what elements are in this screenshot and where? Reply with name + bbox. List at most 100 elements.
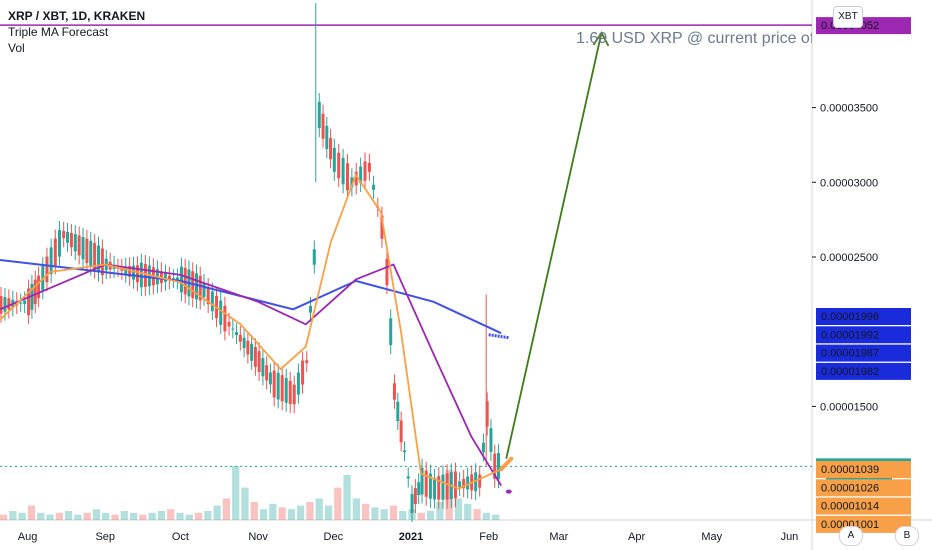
candle-body (19, 302, 23, 304)
candle-body (27, 288, 31, 316)
volume-bar (194, 512, 203, 520)
volume-bar (352, 498, 361, 520)
candle-body (399, 420, 403, 443)
ma-slow-price-tag: 0.00001982 (821, 366, 879, 378)
candle-body (167, 275, 171, 281)
candle-body (139, 262, 143, 288)
candle-body (57, 229, 61, 257)
candle-body (458, 481, 462, 487)
candle-body (413, 488, 417, 505)
ma-fast-forecast (499, 456, 514, 472)
candle-body (89, 240, 93, 267)
candle-body (85, 238, 89, 264)
candle-body (235, 332, 239, 336)
candle-body (30, 283, 34, 310)
candle-body (389, 318, 393, 346)
auto-scale-button[interactable]: A (839, 526, 863, 546)
volume-bar (27, 505, 36, 520)
candle-body (163, 273, 167, 282)
ma-fast-price-tag: 0.00001026 (821, 482, 879, 494)
candle-body (392, 383, 396, 400)
log-scale-button[interactable]: B (895, 526, 919, 546)
candle-body (179, 266, 183, 293)
candle-body (37, 275, 41, 299)
volume-bar (297, 505, 305, 520)
candle-body (417, 482, 421, 496)
candle-body (284, 377, 288, 403)
ma-fast-price-tag-bg (816, 497, 911, 515)
candle-body (380, 215, 384, 239)
candle-body (242, 337, 246, 349)
candle-body (81, 236, 85, 260)
candle-body (49, 247, 53, 275)
candle-body (132, 265, 136, 280)
volume-bar (241, 487, 249, 520)
candle-body (420, 467, 424, 495)
candle-body (69, 232, 73, 248)
volume-bar (129, 512, 138, 520)
ma-slow-price-tag-bg (816, 308, 911, 325)
candle-body (265, 365, 269, 381)
currency-badge[interactable]: XBT (833, 6, 863, 28)
candle-body (210, 291, 214, 312)
volume-bar (315, 498, 323, 520)
candle-body (7, 298, 11, 310)
candle-body (424, 470, 428, 497)
candle-body (489, 428, 493, 452)
x-tick-label: 2021 (399, 531, 423, 543)
candle-body (66, 231, 70, 243)
ma-slow-price-tag-bg (816, 326, 911, 344)
volume-bar (204, 511, 212, 520)
candle-body (73, 234, 77, 252)
candle-body (301, 360, 305, 385)
candle-body (410, 494, 414, 514)
ma-slow-price-tag: 0.00001992 (821, 329, 879, 341)
volume-bar (399, 511, 407, 520)
candle-body (321, 113, 325, 139)
volume-bar (120, 511, 128, 520)
candle-body (261, 358, 265, 377)
volume-bar (454, 498, 463, 520)
volume-bar (473, 509, 481, 520)
ma-mid-forecast (505, 489, 512, 494)
candle-body (53, 238, 57, 266)
ma-fast-price-tag: 0.00001014 (821, 501, 879, 513)
candle-body (337, 152, 341, 179)
volume-bar (167, 509, 175, 520)
candle-body (305, 360, 309, 364)
ma-slow-price-tag: 0.00001998 (821, 311, 879, 323)
symbol-title: XRP / XBT, 1D, KRAKEN (8, 9, 146, 23)
volume-bar (0, 514, 8, 520)
candle-body (345, 163, 349, 191)
volume-bar (222, 498, 231, 520)
volume-bar (426, 511, 435, 520)
volume-bar (9, 511, 17, 520)
x-tick-label: Nov (248, 531, 268, 543)
volume-bar (148, 512, 156, 520)
volume-bar (139, 514, 147, 520)
candle-body (227, 322, 231, 327)
candle-body (257, 351, 261, 373)
volume-bar (269, 503, 277, 520)
forecast-annotation: 1.69 USD XRP @ current price of BT (576, 30, 812, 47)
y-tick-label: 0.00002500 (820, 252, 878, 264)
ma-fast-price-tag-bg (816, 461, 911, 478)
candle-body (97, 245, 101, 273)
volume-bar (176, 512, 184, 520)
candle-body (496, 453, 500, 480)
candle-body (231, 328, 235, 330)
candle-body (3, 297, 7, 312)
volume-bar (278, 507, 286, 520)
candle-body (62, 230, 66, 239)
candle-body (175, 277, 179, 281)
volume-bar (380, 509, 388, 520)
candle-body (246, 340, 250, 355)
candle-body (462, 478, 466, 489)
ma-slow-price-tag: 0.00001987 (821, 348, 879, 360)
candle-body (317, 102, 321, 129)
x-tick-label: Feb (479, 531, 498, 543)
candle-body (77, 235, 81, 256)
candle-body (128, 266, 132, 277)
volume-bar (445, 469, 453, 520)
